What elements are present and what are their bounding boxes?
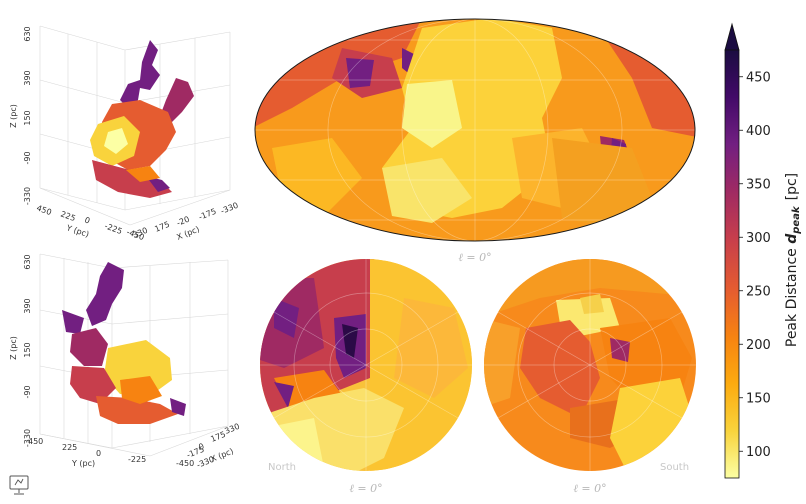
colorbar-tick-label: 300 — [746, 231, 771, 246]
z-ticks-top: 630 390 150 -90 -330 — [23, 26, 32, 205]
x-tick: 175 — [153, 220, 171, 234]
z-axis-label-bottom: Z (pc) — [9, 336, 18, 360]
y-tick: -450 — [176, 459, 194, 468]
colorbar-tick-label: 150 — [746, 391, 771, 406]
y-tick: 450 — [28, 437, 43, 446]
y-axis-label-top: Y (pc) — [64, 223, 90, 239]
mollweide-map: ℓ = 0° — [254, 18, 696, 264]
z-tick: 150 — [23, 342, 32, 357]
x-tick: 330 — [223, 422, 241, 436]
colorbar-tick-label: 200 — [746, 338, 771, 353]
colorbar: 450 400 350 300 250 200 150 100 Peak Distance d… — [724, 22, 802, 479]
y-axis-label-bottom: Y (pc) — [71, 459, 95, 468]
z-tick: 390 — [23, 298, 32, 313]
colorbar-tick-label: 350 — [746, 177, 771, 192]
colorbar-extend-arrow — [724, 22, 740, 51]
colorbar-title: Peak Distance dpeak[pc] — [784, 173, 802, 347]
south-hemisphere-map: South ℓ = 0° — [484, 259, 696, 495]
colorbar-ticks: 450 400 350 300 250 200 150 100 — [739, 70, 771, 460]
z-ticks-bottom: 630 390 150 -90 -330 — [23, 254, 32, 447]
north-graticule — [260, 259, 472, 471]
z-tick: 150 — [23, 110, 32, 125]
north-center-label: ℓ = 0° — [349, 482, 382, 495]
north-hemisphere-label: North — [268, 462, 296, 473]
south-center-label: ℓ = 0° — [573, 482, 606, 495]
x-tick: -20 — [175, 215, 190, 228]
south-hemisphere-label: South — [660, 462, 689, 473]
mollweide-center-label: ℓ = 0° — [458, 251, 491, 264]
y-tick: 0 — [83, 215, 91, 225]
colorbar-gradient — [724, 49, 740, 479]
z-tick: -330 — [23, 429, 32, 447]
graticule — [255, 19, 695, 241]
z-tick: -90 — [23, 385, 32, 398]
y-tick: 225 — [59, 209, 76, 223]
colorbar-tick-label: 450 — [746, 70, 771, 85]
y-tick: -225 — [103, 221, 123, 236]
scatter3d-bottom: Z (pc) 630 390 150 -90 -330 450 225 0 -2… — [9, 253, 241, 470]
south-graticule — [484, 259, 696, 471]
x-tick: -330 — [219, 201, 239, 216]
z-tick: -90 — [23, 151, 32, 164]
x-tick: -175 — [197, 207, 217, 222]
dust-cloud-bottom — [62, 262, 186, 424]
z-tick: -330 — [23, 187, 32, 205]
y-tick: -225 — [128, 455, 146, 464]
z-tick: 630 — [23, 26, 32, 41]
z-axis-label-top: Z (pc) — [9, 104, 18, 128]
y-tick: 225 — [62, 443, 77, 452]
y-ticks-bottom: 450 225 0 -225 -450 — [28, 437, 194, 468]
colorbar-tick-label: 250 — [746, 284, 771, 299]
monitor-icon[interactable] — [8, 474, 30, 496]
y-tick: 0 — [96, 449, 101, 458]
colorbar-tick-label: 100 — [746, 445, 771, 460]
scatter3d-top: Z (pc) 630 390 150 -90 -330 450 225 0 -2… — [9, 25, 240, 242]
x-axis-label-bottom: X (pc) — [209, 447, 234, 464]
z-tick: 390 — [23, 70, 32, 85]
x-tick: 0 — [197, 442, 205, 452]
y-tick: 450 — [35, 203, 52, 217]
dust-cloud-top — [90, 40, 194, 198]
north-hemisphere-map: North ℓ = 0° — [260, 259, 472, 495]
z-tick: 630 — [23, 254, 32, 269]
colorbar-tick-label: 400 — [746, 124, 771, 139]
